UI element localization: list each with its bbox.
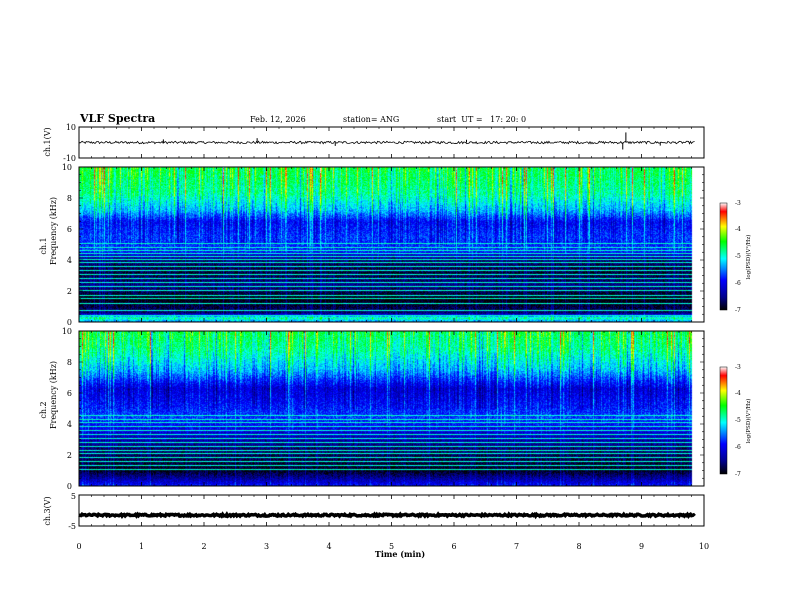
- ch2-ytick-6: 6: [67, 389, 72, 398]
- ch1-spectrogram-ticks: [78, 166, 705, 323]
- ch2-frequency-label: Frequency (kHz): [49, 361, 58, 429]
- x-tick-label: 9: [639, 542, 644, 551]
- ch3-waveform-frame: [78, 494, 705, 527]
- header-date: Feb. 12, 2026: [250, 115, 306, 124]
- ch2-colorbar-tick-m4: -4: [735, 390, 741, 397]
- time-axis-tick-labels: 0 1 2 3 4 5 6 7 8 9 10: [76, 542, 709, 551]
- x-tick-label: 1: [139, 542, 144, 551]
- figure-title: VLF Spectra: [79, 112, 155, 125]
- ch1-colorbar-tick-m5: -5: [735, 253, 741, 260]
- ch2-spectrogram-ticks: [78, 330, 705, 487]
- x-tick-label: 6: [451, 542, 456, 551]
- ch2-ytick-10: 10: [62, 327, 72, 336]
- ch1-spikes: [162, 132, 661, 150]
- ch1-channel-label: ch.1: [39, 237, 48, 254]
- ch2-channel-label: ch.2: [39, 401, 48, 418]
- ch1-colorbar-label: log(PSD)(V²/Hz): [745, 235, 752, 280]
- ch2-spectrogram-image: [79, 331, 704, 486]
- ch1-ytick-10: 10: [62, 163, 72, 172]
- ch2-ytick-4: 4: [67, 420, 72, 429]
- ch2-ytick-0: 0: [67, 482, 72, 491]
- x-tick-label: 8: [576, 542, 581, 551]
- ch2-ytick-2: 2: [67, 451, 72, 460]
- ch2-colorbar-tick-m5: -5: [735, 417, 741, 424]
- ch1-waveform-ticks: [78, 127, 705, 158]
- ch2-ytick-8: 8: [67, 358, 72, 367]
- x-tick-label: 10: [699, 542, 709, 551]
- ch1-frequency-label: Frequency (kHz): [49, 197, 58, 265]
- ch3-ytick-bottom: -5: [68, 522, 76, 531]
- ch1-ytick-6: 6: [67, 225, 72, 234]
- ch1-waveform-ytick-top: 10: [66, 123, 76, 132]
- x-tick-label: 2: [201, 542, 206, 551]
- ch2-spectrogram-panel: 0 2 4 6 8 10 ch.2 Frequency (kHz) -3 -4 …: [39, 327, 752, 491]
- ch2-colorbar-tick-m3: -3: [735, 364, 741, 371]
- x-tick-label: 0: [76, 542, 81, 551]
- x-tick-label: 5: [389, 542, 394, 551]
- ch1-colorbar-tick-m6: -6: [735, 280, 741, 287]
- ch2-colorbar-label: log(PSD)(V²/Hz): [745, 399, 752, 444]
- ch1-ytick-0: 0: [67, 318, 72, 327]
- ch3-trace: [78, 511, 696, 520]
- ch3-waveform-panel: 5 -5 ch.3(V) 0 1 2 3 4 5 6 7 8 9 10 Time (min): [43, 492, 709, 559]
- ch1-spectrogram-panel: 0 2 4 6 8 10 ch.1 Frequency (kHz) -3 -4 …: [39, 163, 752, 327]
- ch3-waveform-ticks: [78, 495, 705, 526]
- x-tick-label: 4: [326, 542, 331, 551]
- x-tick-label: 7: [514, 542, 519, 551]
- x-tick-label: 3: [264, 542, 269, 551]
- header-station: station= ANG: [343, 115, 399, 124]
- ch3-waveform-ylabel: ch.3(V): [43, 496, 52, 525]
- ch2-colorbar: [719, 366, 728, 475]
- time-axis-label: Time (min): [375, 549, 425, 559]
- ch3-ytick-top: 5: [71, 492, 76, 501]
- ch1-colorbar-tick-m7: -7: [735, 307, 741, 314]
- header-start-time: start UT = 17: 20: 0: [437, 115, 526, 124]
- ch1-colorbar: [719, 202, 728, 311]
- ch1-waveform-panel: 10 -10 ch.1(V): [43, 123, 705, 163]
- ch1-spectrogram-image: [79, 167, 704, 322]
- ch1-waveform-ylabel: ch.1(V): [43, 127, 52, 156]
- ch1-trace: [78, 140, 695, 145]
- ch1-colorbar-tick-m4: -4: [735, 226, 741, 233]
- ch1-ytick-4: 4: [67, 256, 72, 265]
- ch2-colorbar-tick-m7: -7: [735, 471, 741, 478]
- ch1-colorbar-tick-m3: -3: [735, 200, 741, 207]
- ch1-ytick-2: 2: [67, 287, 72, 296]
- ch2-colorbar-tick-m6: -6: [735, 444, 741, 451]
- ch1-ytick-8: 8: [67, 194, 72, 203]
- ch1-waveform-ytick-bottom: -10: [63, 154, 76, 163]
